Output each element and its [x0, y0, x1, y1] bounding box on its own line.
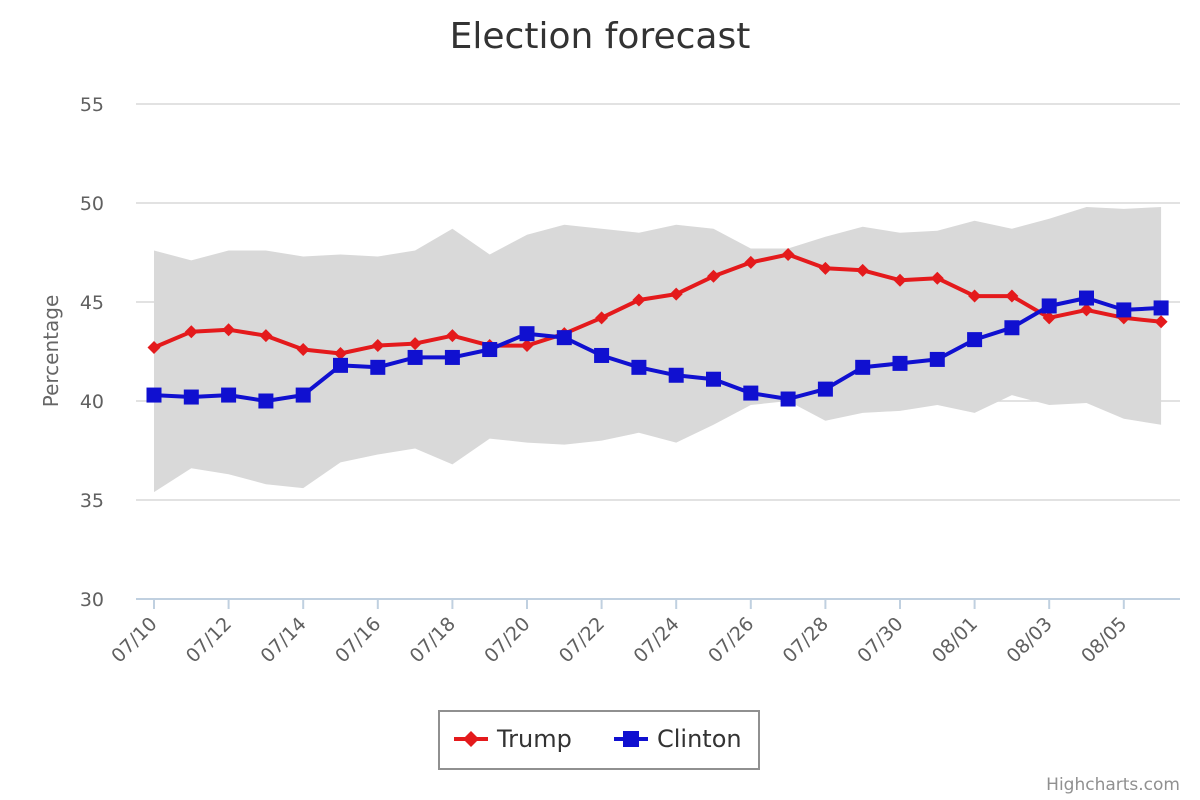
series-clinton: [146, 290, 1169, 409]
y-tick-label: 45: [80, 292, 104, 314]
x-tick-label: 08/03: [1002, 613, 1056, 667]
x-tick-label: 07/14: [256, 613, 310, 667]
clinton-point: [1153, 300, 1169, 316]
x-tick-label: 07/16: [331, 613, 385, 667]
trump-point: [408, 337, 422, 351]
clinton-point: [743, 385, 759, 401]
y-tick-label: 50: [80, 193, 104, 215]
clinton-point: [295, 387, 311, 403]
x-tick-label: 07/30: [853, 613, 907, 667]
clinton-point: [519, 326, 535, 342]
clinton-point: [221, 387, 237, 403]
x-tick-label: 07/18: [406, 613, 460, 667]
clinton-point: [1079, 290, 1094, 306]
trump-point: [781, 247, 795, 261]
x-tick-label: 07/24: [629, 613, 683, 667]
series: [146, 247, 1169, 409]
clinton-point: [258, 393, 274, 409]
clinton-point: [183, 389, 199, 405]
clinton-point: [482, 342, 498, 358]
y-tick-label: 35: [80, 490, 104, 512]
credits[interactable]: Highcharts.com: [1046, 775, 1180, 795]
x-tick-label: 07/10: [107, 613, 161, 667]
trump-point: [707, 269, 720, 283]
clinton-point: [444, 349, 460, 365]
clinton-point: [855, 359, 871, 375]
clinton-point: [1041, 298, 1057, 314]
clinton-point: [370, 359, 386, 375]
trump-point: [744, 255, 758, 269]
y-tick-label: 30: [80, 589, 104, 611]
trump-point: [1042, 311, 1056, 325]
clinton-point: [1004, 320, 1020, 336]
x-tick-label: 08/05: [1077, 613, 1131, 667]
clinton-point: [668, 367, 684, 383]
trump-point: [296, 343, 310, 357]
legend-clinton-label: Clinton: [657, 725, 742, 753]
trump-line: [153, 252, 1162, 356]
y-axis: 30 35 40 45 50 55: [80, 94, 104, 611]
trump-point: [968, 289, 982, 303]
clinton-point: [817, 381, 833, 397]
clinton-point: [929, 351, 945, 367]
trump-point: [1005, 289, 1019, 303]
trump-point: [184, 325, 198, 339]
clinton-point: [146, 387, 162, 403]
clinton-point: [594, 347, 610, 363]
legend: Trump Clinton: [438, 710, 760, 770]
x-axis: 07/10 07/12 07/14 07/16 07/18 07/20 07/22 07/24…: [107, 599, 1131, 667]
legend-item-trump[interactable]: Trump: [454, 725, 572, 753]
trump-point: [147, 341, 161, 355]
trump-point: [669, 287, 683, 301]
x-tick-label: 07/28: [779, 613, 833, 667]
trump-point: [371, 339, 385, 353]
legend-box: [438, 710, 760, 770]
clinton-point: [407, 349, 423, 365]
trump-point: [222, 323, 236, 337]
x-tick-label: 07/22: [555, 613, 609, 667]
legend-trump-label: Trump: [496, 725, 572, 753]
clinton-point: [967, 332, 983, 348]
trump-point: [930, 271, 944, 285]
y-tick-label: 55: [80, 94, 104, 116]
trump-point: [595, 311, 609, 325]
clinton-point: [556, 330, 572, 346]
trump-point: [445, 329, 459, 343]
chart-title: Election forecast: [450, 16, 751, 57]
clinton-line: [153, 296, 1162, 403]
trump-point: [856, 263, 870, 277]
trump-point: [259, 329, 273, 343]
clinton-point: [780, 391, 796, 407]
trump-point: [893, 273, 907, 287]
clinton-point: [892, 355, 908, 371]
clinton-point: [333, 357, 348, 373]
legend-trump-marker: [463, 731, 479, 747]
clinton-point: [706, 371, 721, 387]
clinton-point: [631, 359, 647, 375]
x-tick-label: 08/01: [928, 613, 982, 667]
trump-point: [334, 346, 347, 360]
legend-clinton-marker: [623, 731, 639, 747]
y-tick-label: 40: [80, 391, 104, 413]
trump-point: [520, 339, 534, 353]
clinton-point: [1116, 302, 1132, 318]
x-tick-label: 07/26: [704, 613, 758, 667]
x-tick-label: 07/20: [480, 613, 534, 667]
x-tick-label: 07/12: [182, 613, 236, 667]
legend-item-clinton[interactable]: Clinton: [614, 725, 742, 753]
trump-point: [1154, 315, 1168, 329]
y-axis-label: Percentage: [39, 295, 63, 408]
trump-point: [818, 261, 832, 275]
trump-point: [1080, 303, 1093, 317]
trump-point: [632, 293, 646, 307]
